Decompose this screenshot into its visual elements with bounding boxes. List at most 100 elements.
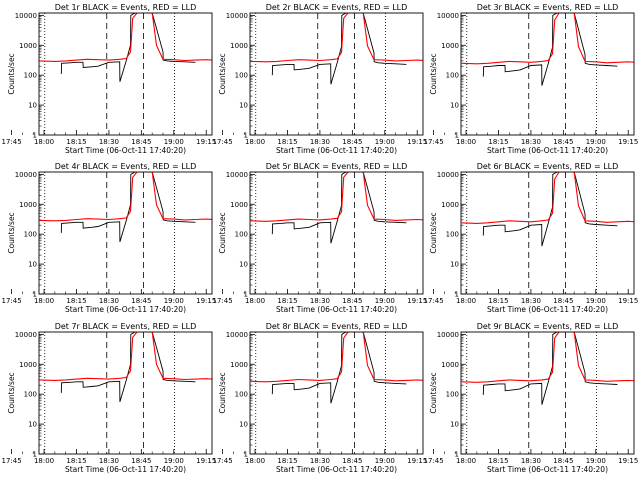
- y-tick-label: 10: [450, 261, 459, 269]
- y-axis-label: Counts/sec: [7, 212, 16, 253]
- y-tick-label: 10000: [15, 171, 37, 179]
- x-tick-label: 19:00: [586, 138, 606, 146]
- x-tick-label: 18:30: [310, 297, 330, 305]
- x-tick-label: 18:30: [99, 297, 119, 305]
- panel-det-1: Det 1r BLACK = Events, RED = LLD 1 10 100 10…: [2, 3, 217, 155]
- x-tick-label: 18:30: [521, 297, 541, 305]
- x-tick-label: 17:45: [424, 297, 444, 305]
- x-axis-label: Start Time (06-Oct-11 17:40:20): [487, 465, 608, 474]
- x-tick-label: 18:45: [131, 457, 151, 465]
- y-tick-label: 1: [33, 451, 37, 459]
- plot-frame: [460, 171, 635, 295]
- x-tick-label: 19:15: [618, 297, 638, 305]
- x-tick-label: 18:00: [245, 457, 265, 465]
- y-tick-label: 10: [28, 102, 37, 110]
- y-tick-label: 1000: [441, 201, 459, 209]
- x-tick-label: 18:30: [99, 457, 119, 465]
- x-axis-label: Start Time (06-Oct-11 17:40:20): [65, 305, 186, 314]
- series-lld: [461, 172, 634, 224]
- series-events: [271, 332, 407, 404]
- series-events: [60, 172, 196, 243]
- series-events: [271, 172, 407, 244]
- x-tick-label: 19:00: [164, 138, 184, 146]
- y-axis-label: Counts/sec: [429, 212, 438, 253]
- y-axis-label: Counts/sec: [7, 53, 16, 94]
- plot-frame: [249, 171, 424, 295]
- x-tick-label: 17:45: [424, 457, 444, 465]
- series-events: [482, 13, 618, 86]
- x-tick-label: 18:00: [245, 297, 265, 305]
- x-tick-label: 19:00: [375, 457, 395, 465]
- plot-frame: [249, 331, 424, 455]
- panel-title: Det 2r BLACK = Events, RED = LLD: [266, 3, 408, 12]
- y-tick-label: 1000: [441, 361, 459, 369]
- x-tick-label: 19:15: [618, 457, 638, 465]
- x-tick-label: 17:45: [2, 138, 22, 146]
- y-tick-label: 1000: [19, 42, 37, 50]
- y-tick-label: 10: [239, 261, 248, 269]
- plot-frame: [38, 12, 213, 136]
- x-tick-label: 18:30: [99, 138, 119, 146]
- y-tick-label: 1: [244, 451, 248, 459]
- y-axis-label: Counts/sec: [218, 53, 227, 94]
- x-axis-label: Start Time (06-Oct-11 17:40:20): [276, 146, 397, 155]
- y-tick-label: 10: [239, 421, 248, 429]
- x-tick-label: 18:00: [34, 138, 54, 146]
- x-tick-label: 17:45: [213, 457, 233, 465]
- x-tick-label: 19:15: [196, 297, 216, 305]
- y-tick-label: 100: [235, 72, 248, 80]
- y-tick-label: 1: [455, 132, 459, 140]
- x-axis-label: Start Time (06-Oct-11 17:40:20): [487, 146, 608, 155]
- y-tick-label: 100: [24, 391, 37, 399]
- series-events: [60, 332, 196, 403]
- x-tick-label: 19:15: [618, 138, 638, 146]
- y-tick-label: 1: [244, 132, 248, 140]
- y-tick-label: 100: [446, 231, 459, 239]
- y-tick-label: 1: [455, 451, 459, 459]
- y-tick-label: 10: [450, 102, 459, 110]
- x-tick-label: 17:45: [2, 457, 22, 465]
- series-events: [60, 13, 196, 82]
- x-tick-label: 18:45: [553, 297, 573, 305]
- plot-frame: [249, 12, 424, 136]
- plot-frame: [38, 171, 213, 295]
- x-tick-label: 19:00: [586, 297, 606, 305]
- panel-det-5: Det 5r BLACK = Events, RED = LLD 1 10 100 10…: [213, 162, 428, 314]
- y-tick-label: 10: [28, 261, 37, 269]
- x-tick-label: 18:45: [342, 138, 362, 146]
- series-events: [482, 332, 618, 405]
- panel-title: Det 1r BLACK = Events, RED = LLD: [55, 3, 197, 12]
- y-tick-label: 10000: [226, 331, 248, 339]
- x-tick-label: 18:45: [553, 457, 573, 465]
- x-tick-label: 18:45: [131, 297, 151, 305]
- panel-det-3: Det 3r BLACK = Events, RED = LLD 1 10 100 10…: [424, 3, 639, 155]
- panel-det-9: Det 9r BLACK = Events, RED = LLD 1 10 100 10…: [424, 322, 639, 474]
- y-tick-label: 10: [239, 102, 248, 110]
- x-tick-label: 18:30: [521, 138, 541, 146]
- y-tick-label: 100: [235, 391, 248, 399]
- x-tick-label: 17:45: [424, 138, 444, 146]
- x-tick-label: 19:00: [586, 457, 606, 465]
- x-tick-label: 18:15: [277, 297, 297, 305]
- y-tick-label: 1000: [19, 361, 37, 369]
- y-tick-label: 1: [244, 291, 248, 299]
- x-axis-label: Start Time (06-Oct-11 17:40:20): [276, 305, 397, 314]
- x-axis-label: Start Time (06-Oct-11 17:40:20): [65, 465, 186, 474]
- y-tick-label: 1: [33, 132, 37, 140]
- y-tick-label: 10000: [15, 12, 37, 20]
- y-tick-label: 10000: [437, 331, 459, 339]
- y-tick-label: 1000: [441, 42, 459, 50]
- y-tick-label: 1000: [230, 201, 248, 209]
- x-tick-label: 19:15: [407, 138, 427, 146]
- x-tick-label: 18:00: [456, 457, 476, 465]
- x-tick-label: 18:15: [488, 138, 508, 146]
- panel-title: Det 4r BLACK = Events, RED = LLD: [55, 162, 197, 171]
- series-lld: [461, 332, 634, 383]
- x-tick-label: 17:45: [213, 138, 233, 146]
- x-tick-label: 18:00: [34, 457, 54, 465]
- plot-frame: [460, 12, 635, 136]
- x-tick-label: 19:15: [196, 457, 216, 465]
- y-tick-label: 100: [24, 72, 37, 80]
- x-tick-label: 18:15: [277, 457, 297, 465]
- y-axis-label: Counts/sec: [429, 372, 438, 413]
